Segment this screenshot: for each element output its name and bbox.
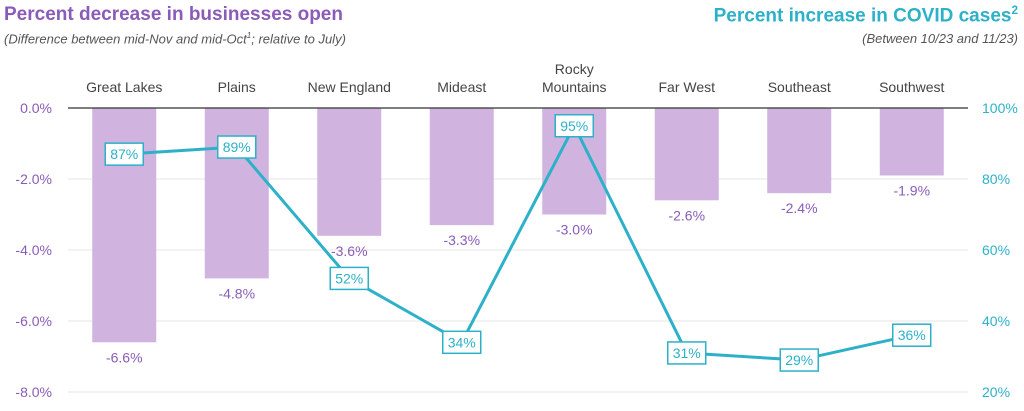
line-value-label: 29%	[785, 352, 813, 368]
left-axis-tick-label: 0.0%	[20, 100, 52, 116]
category-label: Mideast	[437, 79, 486, 95]
line-point-marker	[667, 341, 707, 365]
line-point-marker	[779, 348, 819, 372]
bar	[654, 108, 719, 201]
bar	[767, 108, 832, 194]
line-value-label: 87%	[110, 146, 138, 162]
bar-value-label: -4.8%	[218, 285, 255, 301]
line-point-marker	[104, 142, 144, 166]
category-label: Great Lakes	[86, 79, 162, 95]
line-point-marker	[329, 266, 369, 291]
left-axis-tick-label: -8.0%	[15, 384, 52, 400]
category-label: Southeast	[768, 79, 831, 95]
bar-value-label: -2.6%	[668, 207, 705, 223]
left-subtitle-text: (Difference between mid-Nov and mid-Oct	[4, 31, 247, 47]
right-axis-tick-label: 20%	[982, 384, 1010, 400]
bar	[879, 108, 944, 176]
right-axis-tick-label: 80%	[982, 171, 1010, 187]
left-subtitle-text-end: ; relative to July)	[251, 31, 346, 47]
line-value-label: 36%	[898, 327, 926, 343]
bar-value-label: -2.4%	[781, 200, 818, 216]
category-label: Rocky	[555, 61, 594, 77]
category-label: Southwest	[879, 79, 944, 95]
left-title: Percent decrease in businesses open	[4, 4, 343, 25]
category-label: Far West	[658, 79, 715, 95]
right-title: Percent increase in COVID cases2	[714, 4, 1018, 27]
line-point-marker	[892, 323, 932, 347]
category-label: Mountains	[542, 79, 607, 95]
bar-value-label: -1.9%	[893, 182, 930, 198]
bar	[204, 108, 269, 279]
left-subtitle: (Difference between mid-Nov and mid-Oct1…	[4, 31, 346, 46]
left-axis-tick-label: -2.0%	[15, 171, 52, 187]
bar	[317, 108, 382, 236]
bar	[429, 108, 494, 226]
right-axis-tick-label: 100%	[982, 100, 1018, 116]
line-point-marker	[442, 330, 482, 355]
line-value-label: 95%	[560, 118, 588, 134]
right-title-text: Percent increase in COVID cases	[713, 5, 1012, 27]
line-value-label: 52%	[335, 270, 363, 286]
line-value-label: 89%	[223, 139, 251, 155]
left-axis-tick-label: -4.0%	[15, 242, 52, 258]
category-label: Plains	[218, 79, 256, 95]
footnote-2: 2	[1011, 4, 1018, 17]
left-axis-tick-label: -6.0%	[15, 313, 52, 329]
line-point-marker	[217, 135, 257, 159]
right-axis-tick-label: 40%	[982, 313, 1010, 329]
bar-value-label: -3.0%	[556, 222, 593, 238]
line-value-label: 31%	[673, 345, 701, 361]
category-label: New England	[308, 79, 391, 95]
right-axis-tick-label: 60%	[982, 242, 1010, 258]
bar-value-label: -6.6%	[106, 349, 143, 365]
line-point-marker	[554, 114, 594, 138]
footnote-1: 1	[246, 31, 252, 40]
bar-value-label: -3.3%	[443, 232, 480, 248]
line-value-label: 34%	[448, 334, 476, 350]
bar-value-label: -3.6%	[331, 243, 368, 259]
right-subtitle: (Between 10/23 and 11/23)	[862, 31, 1018, 46]
